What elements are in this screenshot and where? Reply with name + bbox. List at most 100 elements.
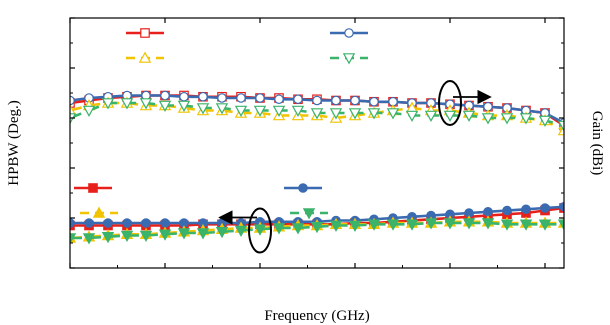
series-7 <box>70 218 564 245</box>
annotations <box>218 80 492 254</box>
series-3 <box>70 98 564 132</box>
y-axis-right-title: Gain (dBi) <box>589 111 605 176</box>
legend-marker <box>342 53 356 65</box>
plot-area <box>70 90 564 245</box>
data-point-7-17 <box>386 219 400 231</box>
data-point-3-1 <box>82 105 96 117</box>
data-point-1-15 <box>350 95 360 106</box>
legend-item <box>330 28 368 38</box>
x-axis-title: Frequency (GHz) <box>264 308 369 324</box>
legend-item <box>80 206 118 218</box>
data-point-7-26 <box>557 219 564 231</box>
data-point-7-1 <box>82 233 96 245</box>
data-point-3-7 <box>196 103 210 115</box>
data-point-7-19 <box>424 218 438 230</box>
data-point-7-15 <box>348 220 362 232</box>
legend-marker <box>92 206 106 218</box>
data-point-1-12 <box>293 94 303 105</box>
legend-marker <box>298 183 308 193</box>
data-point-1-9 <box>236 93 246 103</box>
legend <box>74 28 368 220</box>
data-point-3-6 <box>177 100 191 112</box>
data-point-5-22 <box>483 206 493 217</box>
annotation-ellipse-0 <box>438 80 462 126</box>
data-point-3-26 <box>557 120 564 132</box>
data-point-3-15 <box>348 108 362 120</box>
data-point-7-18 <box>405 219 419 231</box>
data-point-1-8 <box>217 93 227 103</box>
data-point-7-0 <box>70 233 77 245</box>
data-point-7-2 <box>101 231 115 244</box>
data-point-3-10 <box>253 105 267 117</box>
legend-item <box>284 183 322 193</box>
data-point-3-3 <box>120 98 134 110</box>
data-point-5-1 <box>84 218 94 228</box>
data-point-7-24 <box>519 219 533 231</box>
series-1 <box>70 90 564 128</box>
data-point-5-2 <box>103 218 113 228</box>
data-point-1-14 <box>331 95 341 106</box>
data-point-3-24 <box>519 113 533 125</box>
data-point-3-25 <box>538 115 552 127</box>
data-point-3-18 <box>405 110 419 122</box>
data-point-7-22 <box>481 218 495 230</box>
legend-item <box>330 53 368 65</box>
legend-marker <box>302 208 316 220</box>
data-point-7-20 <box>443 218 457 230</box>
data-point-7-5 <box>158 229 172 241</box>
data-point-7-13 <box>310 221 324 234</box>
data-point-5-3 <box>122 218 132 228</box>
data-point-1-16 <box>369 96 379 107</box>
annotation-ellipse-1 <box>248 207 272 254</box>
data-point-3-14 <box>329 108 343 120</box>
data-point-3-22 <box>481 113 495 125</box>
data-point-3-5 <box>158 100 172 112</box>
series-group <box>70 90 564 245</box>
data-point-7-21 <box>462 218 476 230</box>
data-point-5-23 <box>502 205 512 216</box>
data-point-1-5 <box>160 90 170 101</box>
data-point-3-16 <box>367 108 381 120</box>
data-point-3-8 <box>215 103 229 115</box>
data-point-1-6 <box>179 91 189 102</box>
data-point-3-19 <box>424 110 438 122</box>
data-point-5-24 <box>521 204 531 215</box>
data-point-5-25 <box>540 203 550 213</box>
data-point-7-6 <box>177 228 191 240</box>
data-point-3-17 <box>386 108 400 120</box>
axes <box>69 17 565 269</box>
data-point-7-3 <box>120 230 134 242</box>
data-point-3-21 <box>462 110 476 122</box>
data-point-3-23 <box>500 113 514 125</box>
data-point-2-0 <box>70 104 77 116</box>
y-axis-left-title: HPBW (Deg.) <box>6 100 22 186</box>
data-point-7-23 <box>500 219 514 231</box>
data-point-1-11 <box>274 94 284 105</box>
data-point-3-20 <box>443 110 457 122</box>
legend-marker <box>140 28 150 38</box>
legend-item <box>126 51 164 63</box>
data-point-7-9 <box>234 225 248 237</box>
data-point-7-11 <box>272 223 286 235</box>
data-point-7-14 <box>329 220 343 232</box>
data-point-1-13 <box>312 95 322 106</box>
legend-marker <box>88 183 98 193</box>
data-point-7-7 <box>196 228 210 240</box>
data-point-7-16 <box>367 219 381 231</box>
data-point-7-25 <box>538 219 552 231</box>
data-point-3-12 <box>291 105 305 117</box>
data-point-7-8 <box>215 226 229 239</box>
data-point-3-4 <box>139 98 153 110</box>
data-point-5-5 <box>160 218 170 228</box>
data-point-3-11 <box>272 105 286 117</box>
data-point-3-9 <box>234 105 248 117</box>
data-point-3-13 <box>310 108 324 120</box>
legend-marker <box>138 51 152 63</box>
data-point-7-4 <box>139 230 153 242</box>
data-point-7-10 <box>253 224 267 236</box>
data-point-1-10 <box>255 93 265 103</box>
data-point-7-12 <box>291 223 305 235</box>
legend-item <box>126 28 164 38</box>
data-point-5-4 <box>141 218 151 228</box>
